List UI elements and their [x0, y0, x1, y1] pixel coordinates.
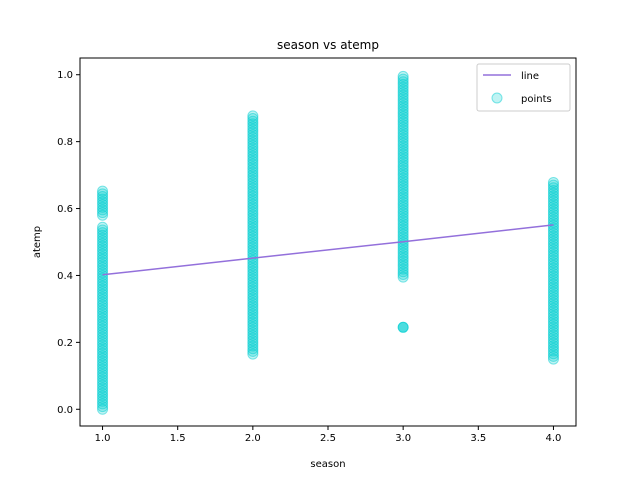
data-point [397, 70, 409, 82]
data-point [247, 110, 259, 122]
data-point [97, 221, 109, 233]
legend-points-swatch [491, 92, 503, 104]
legend-entry-points: points [521, 94, 552, 105]
data-point [547, 176, 559, 188]
x-tick-label: 3.0 [395, 433, 411, 444]
y-tick-label: 0.6 [57, 204, 73, 215]
data-point [97, 224, 109, 236]
x-tick-label: 2.0 [245, 433, 261, 444]
data-point [397, 73, 409, 85]
y-tick-label: 0.4 [57, 271, 73, 282]
legend: line points [476, 63, 571, 112]
chart-title: season vs atemp [277, 38, 379, 52]
x-tick-label: 2.5 [320, 433, 336, 444]
y-axis: 0.0 0.2 0.4 0.6 0.8 1.0 [57, 70, 80, 416]
data-point [97, 188, 109, 200]
y-tick-label: 0.0 [57, 405, 73, 416]
legend-entry-line: line [521, 71, 539, 82]
x-axis-label: season [310, 459, 345, 470]
x-tick-label: 4.0 [546, 433, 562, 444]
data-point [247, 113, 259, 125]
plot-area [97, 70, 559, 415]
y-tick-label: 0.8 [57, 137, 73, 148]
data-point [397, 321, 409, 333]
data-point [97, 185, 109, 197]
y-axis-label: atemp [32, 226, 43, 258]
y-tick-label: 1.0 [57, 70, 73, 81]
x-tick-label: 3.5 [470, 433, 486, 444]
y-tick-label: 0.2 [57, 338, 73, 349]
data-point [547, 179, 559, 191]
x-axis: 1.0 1.5 2.0 2.5 3.0 3.5 4.0 [95, 426, 562, 444]
series-line [102, 224, 554, 276]
x-tick-label: 1.0 [95, 433, 111, 444]
x-tick-label: 1.5 [170, 433, 186, 444]
